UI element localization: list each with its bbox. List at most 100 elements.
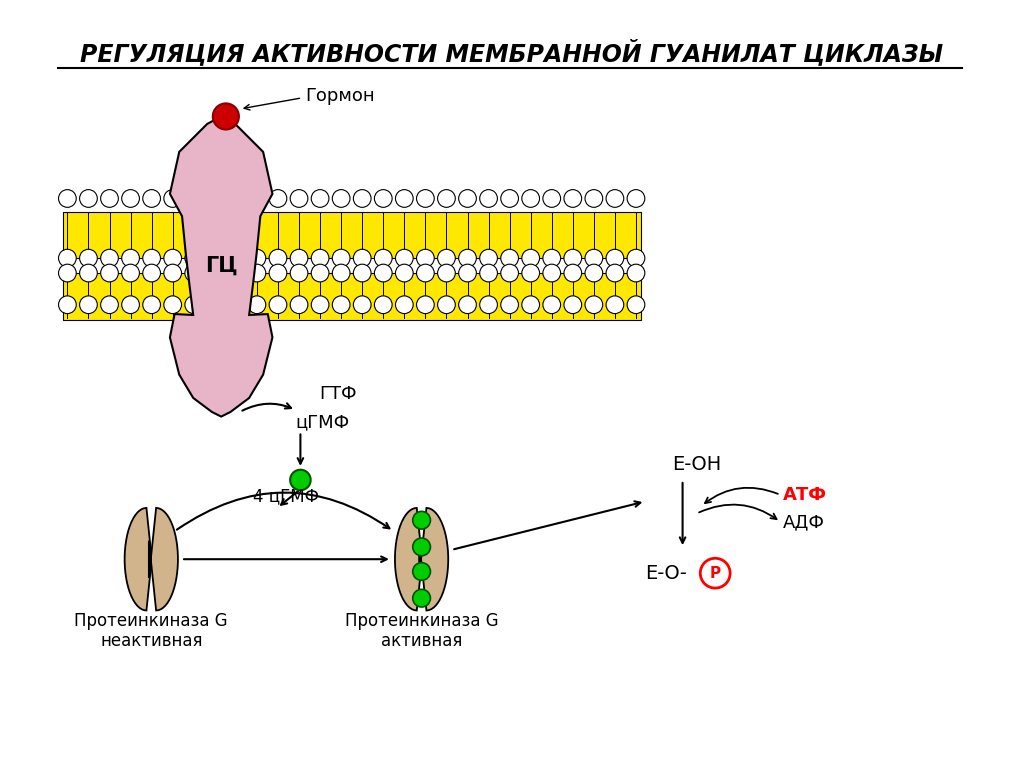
Circle shape xyxy=(80,264,97,282)
Circle shape xyxy=(522,264,540,282)
Circle shape xyxy=(543,249,560,267)
Text: ГТФ: ГТФ xyxy=(319,385,356,403)
Circle shape xyxy=(248,296,266,314)
Circle shape xyxy=(122,264,139,282)
Circle shape xyxy=(227,189,245,207)
Circle shape xyxy=(164,264,181,282)
Circle shape xyxy=(437,264,456,282)
Circle shape xyxy=(100,189,119,207)
Circle shape xyxy=(164,296,181,314)
Text: Е-ОН: Е-ОН xyxy=(672,455,721,474)
Circle shape xyxy=(290,264,308,282)
Circle shape xyxy=(501,249,518,267)
Circle shape xyxy=(164,189,181,207)
Circle shape xyxy=(417,249,434,267)
Circle shape xyxy=(413,538,430,556)
Circle shape xyxy=(269,296,287,314)
Circle shape xyxy=(269,264,287,282)
Text: Гормон: Гормон xyxy=(305,87,375,105)
Circle shape xyxy=(353,296,371,314)
Circle shape xyxy=(375,249,392,267)
Circle shape xyxy=(206,249,223,267)
Circle shape xyxy=(206,296,223,314)
Circle shape xyxy=(627,264,645,282)
Circle shape xyxy=(333,296,350,314)
Circle shape xyxy=(564,189,582,207)
Circle shape xyxy=(58,264,76,282)
Circle shape xyxy=(479,296,498,314)
Text: РЕГУЛЯЦИЯ АКТИВНОСТИ МЕМБРАННОЙ ГУАНИЛАТ ЦИКЛАЗЫ: РЕГУЛЯЦИЯ АКТИВНОСТИ МЕМБРАННОЙ ГУАНИЛАТ… xyxy=(81,40,943,67)
Circle shape xyxy=(417,264,434,282)
Circle shape xyxy=(80,249,97,267)
Circle shape xyxy=(375,264,392,282)
Circle shape xyxy=(700,558,730,588)
Circle shape xyxy=(142,189,161,207)
Circle shape xyxy=(248,189,266,207)
Text: АДФ: АДФ xyxy=(783,513,825,531)
Circle shape xyxy=(543,189,560,207)
Circle shape xyxy=(248,264,266,282)
Circle shape xyxy=(437,189,456,207)
Circle shape xyxy=(564,249,582,267)
Circle shape xyxy=(122,296,139,314)
Text: 4 цГМФ: 4 цГМФ xyxy=(253,487,319,505)
Circle shape xyxy=(501,189,518,207)
Circle shape xyxy=(290,189,308,207)
Bar xyxy=(62,212,641,258)
Circle shape xyxy=(290,296,308,314)
Circle shape xyxy=(417,296,434,314)
Circle shape xyxy=(564,296,582,314)
Circle shape xyxy=(522,296,540,314)
Circle shape xyxy=(413,589,430,607)
Circle shape xyxy=(375,189,392,207)
Circle shape xyxy=(206,264,223,282)
Circle shape xyxy=(413,563,430,581)
Circle shape xyxy=(585,264,603,282)
Circle shape xyxy=(501,296,518,314)
Polygon shape xyxy=(170,117,272,416)
Circle shape xyxy=(311,249,329,267)
Circle shape xyxy=(80,189,97,207)
Circle shape xyxy=(353,249,371,267)
Circle shape xyxy=(185,296,203,314)
Circle shape xyxy=(100,296,119,314)
Circle shape xyxy=(206,189,223,207)
Circle shape xyxy=(142,296,161,314)
Circle shape xyxy=(627,189,645,207)
Circle shape xyxy=(606,249,624,267)
Text: АТФ: АТФ xyxy=(783,486,827,504)
Circle shape xyxy=(333,189,350,207)
Circle shape xyxy=(501,264,518,282)
Circle shape xyxy=(459,249,476,267)
Circle shape xyxy=(311,296,329,314)
Circle shape xyxy=(627,296,645,314)
Circle shape xyxy=(185,189,203,207)
Circle shape xyxy=(585,296,603,314)
Circle shape xyxy=(248,249,266,267)
Circle shape xyxy=(290,469,310,490)
Polygon shape xyxy=(148,508,178,611)
Circle shape xyxy=(227,296,245,314)
Circle shape xyxy=(311,189,329,207)
Circle shape xyxy=(142,249,161,267)
Circle shape xyxy=(606,264,624,282)
Text: Протеинкиназа G
активная: Протеинкиназа G активная xyxy=(345,611,499,650)
Circle shape xyxy=(606,189,624,207)
Text: Е-О-: Е-О- xyxy=(645,564,687,583)
Circle shape xyxy=(459,296,476,314)
Circle shape xyxy=(413,512,430,529)
Circle shape xyxy=(437,249,456,267)
Circle shape xyxy=(459,264,476,282)
Circle shape xyxy=(564,264,582,282)
Text: Протеинкиназа G
неактивная: Протеинкиназа G неактивная xyxy=(75,611,228,650)
Circle shape xyxy=(122,189,139,207)
Circle shape xyxy=(122,249,139,267)
Circle shape xyxy=(142,264,161,282)
Circle shape xyxy=(164,249,181,267)
Circle shape xyxy=(522,249,540,267)
Circle shape xyxy=(585,189,603,207)
Circle shape xyxy=(395,264,413,282)
Circle shape xyxy=(395,296,413,314)
Circle shape xyxy=(417,189,434,207)
Circle shape xyxy=(459,189,476,207)
